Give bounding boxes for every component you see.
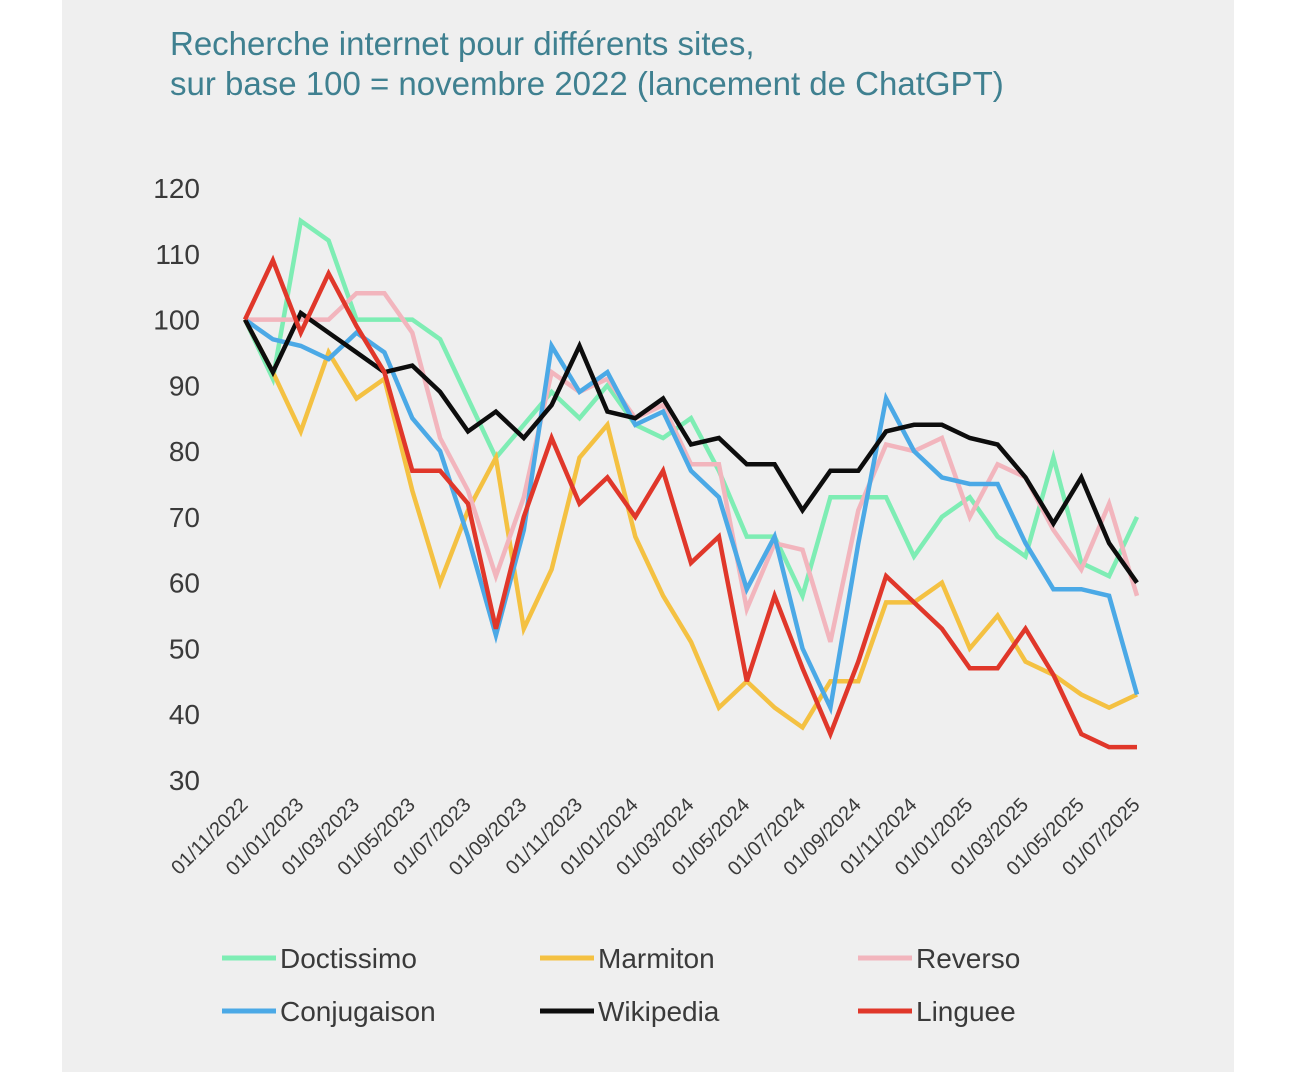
legend-label-marmiton: Marmiton: [598, 943, 715, 974]
y-tick-label: 60: [169, 568, 200, 599]
series-line-doctissimo: [242, 217, 1140, 603]
plot-lines: [242, 217, 1140, 750]
legend-label-reverso: Reverso: [916, 943, 1020, 974]
y-tick-label: 100: [153, 305, 200, 336]
chart-title: Recherche internet pour différents sites…: [170, 24, 1004, 104]
legend-label-doctissimo: Doctissimo: [280, 943, 417, 974]
series-line-linguee: [242, 254, 1137, 750]
y-tick-label: 30: [169, 765, 200, 796]
series-line-wikipedia: [243, 309, 1139, 584]
y-tick-label: 120: [153, 173, 200, 204]
chart-title-line-1: Recherche internet pour différents sites…: [170, 25, 755, 62]
legend-label-conjugaison: Conjugaison: [280, 996, 436, 1027]
y-tick-label: 40: [169, 699, 200, 730]
y-tick-label: 90: [169, 370, 200, 401]
chart-panel: [62, 0, 1234, 1072]
chart-title-line-2: sur base 100 = novembre 2022 (lancement …: [170, 65, 1004, 102]
y-tick-label: 80: [169, 436, 200, 467]
series-line-conjugaison: [243, 317, 1140, 716]
legend-label-linguee: Linguee: [916, 996, 1016, 1027]
y-tick-label: 50: [169, 633, 200, 664]
y-tick-label: 70: [169, 502, 200, 533]
series-line-marmiton: [243, 318, 1138, 731]
legend: Doctissimo Marmiton Reverso Conjugaison Wiki…: [222, 943, 1020, 1027]
y-axis: 120 110 100 90 80 70 60 50 40 30: [153, 173, 200, 796]
y-tick-label: 110: [155, 239, 200, 270]
legend-label-wikipedia: Wikipedia: [598, 996, 720, 1027]
x-axis: 01/11/202201/01/202301/03/202301/05/2023…: [167, 794, 1144, 880]
